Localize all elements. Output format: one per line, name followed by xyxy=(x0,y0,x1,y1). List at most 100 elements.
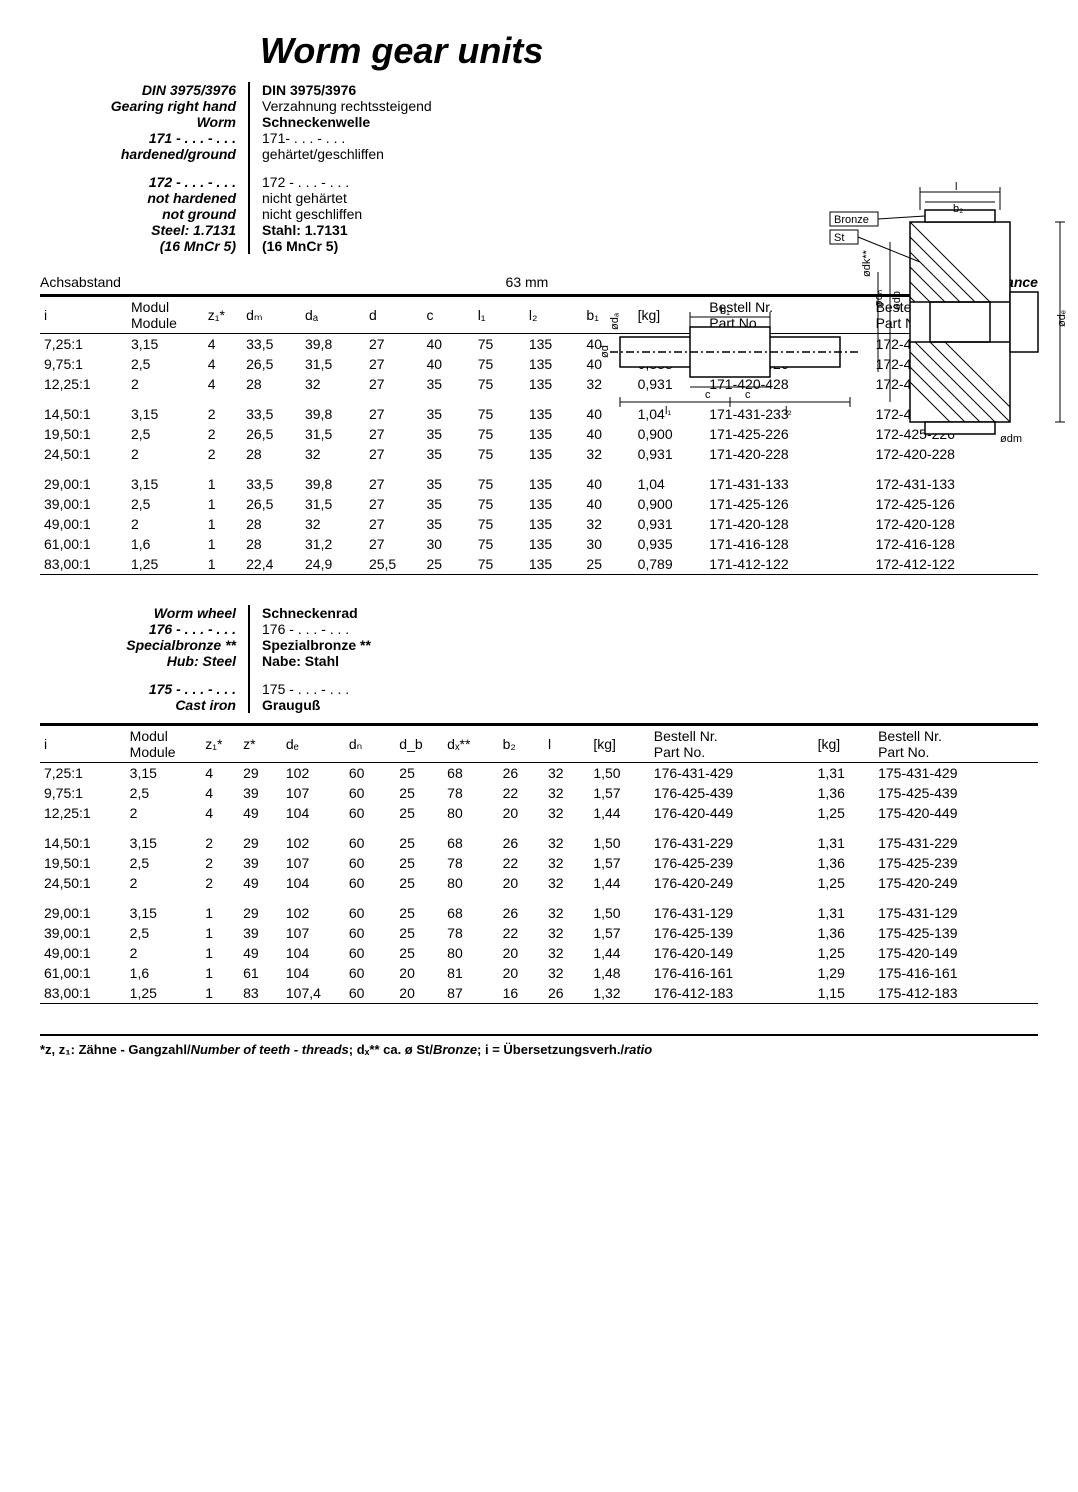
table-cell: 3,15 xyxy=(126,903,202,923)
table-cell: 60 xyxy=(345,873,395,893)
table-cell: 0,935 xyxy=(634,534,706,554)
table-cell: 32 xyxy=(301,444,365,464)
table-cell: 1,15 xyxy=(814,983,874,1004)
table-cell: 39,8 xyxy=(301,404,365,424)
num172-right: 172 - . . . - . . . xyxy=(262,174,500,190)
col-header: b₂ xyxy=(499,725,544,763)
table-cell: 32 xyxy=(544,833,589,853)
grauguss: Grauguß xyxy=(262,697,371,713)
table-cell: 171-412-122 xyxy=(705,554,871,575)
table-cell: 25 xyxy=(395,943,443,963)
col-header: c xyxy=(423,296,474,334)
table-cell: 16 xyxy=(499,983,544,1004)
table-cell: 75 xyxy=(474,424,525,444)
table-cell: 3,15 xyxy=(127,404,204,424)
section2-right: Schneckenrad 176 - . . . - . . . Spezial… xyxy=(250,605,371,713)
col-header: Bestell Nr.Part No. xyxy=(874,725,1038,763)
table-cell: 1,25 xyxy=(126,983,202,1004)
table-cell: 176-425-239 xyxy=(650,853,814,873)
table-cell: 32 xyxy=(544,763,589,784)
table-row: 61,00:11,616110460208120321,48176-416-16… xyxy=(40,963,1038,983)
table-cell: 25 xyxy=(395,853,443,873)
table-cell: 12,25:1 xyxy=(40,374,127,394)
table-cell: 35 xyxy=(423,404,474,424)
table-cell: 49 xyxy=(239,873,282,893)
table-cell: 26 xyxy=(544,983,589,1004)
table-cell: 25 xyxy=(582,554,633,575)
table-cell: 75 xyxy=(474,534,525,554)
table-cell: 7,25:1 xyxy=(40,334,127,355)
table-cell: 19,50:1 xyxy=(40,853,126,873)
table-cell: 33,5 xyxy=(242,474,301,494)
table-cell: 9,75:1 xyxy=(40,354,127,374)
table-cell: 1 xyxy=(204,534,242,554)
table-cell: 1 xyxy=(204,554,242,575)
page-title: Worm gear units xyxy=(260,30,1038,72)
table-cell: 83,00:1 xyxy=(40,554,127,575)
s2-num175-l: 175 - . . . - . . . xyxy=(110,681,236,697)
table-cell: 32 xyxy=(544,943,589,963)
table-cell: 1 xyxy=(204,494,242,514)
table-cell: 1,04 xyxy=(634,474,706,494)
label-l2: l₂ xyxy=(785,405,792,417)
table-cell: 107 xyxy=(282,923,345,943)
table-cell: 107,4 xyxy=(282,983,345,1004)
table-row: 49,00:1212832273575135320,931171-420-128… xyxy=(40,514,1038,534)
col-header: dₓ** xyxy=(443,725,498,763)
table-cell: 39 xyxy=(239,923,282,943)
table-cell: 2 xyxy=(126,873,202,893)
table-row: 61,00:11,612831,2273075135300,935171-416… xyxy=(40,534,1038,554)
table-cell: 75 xyxy=(474,354,525,374)
table-cell: 1,6 xyxy=(126,963,202,983)
table-cell: 1,36 xyxy=(814,923,874,943)
table-cell: 2 xyxy=(204,404,242,424)
table-cell: 176-425-139 xyxy=(650,923,814,943)
table-cell: 1,57 xyxy=(589,923,649,943)
table-cell: 176-431-429 xyxy=(650,763,814,784)
stahl: Stahl: 1.7131 xyxy=(262,222,500,238)
din-right: DIN 3975/3976 xyxy=(262,82,500,98)
table-cell: 32 xyxy=(544,873,589,893)
table-cell: 24,50:1 xyxy=(40,873,126,893)
table-cell: 60 xyxy=(345,983,395,1004)
table-cell: 2,5 xyxy=(126,853,202,873)
table-cell: 0,900 xyxy=(634,494,706,514)
table-cell: 1,50 xyxy=(589,763,649,784)
table-cell: 35 xyxy=(423,374,474,394)
worm-wheel: Worm wheel xyxy=(110,605,236,621)
label-l: l xyxy=(955,182,957,193)
spezialbronze: Spezialbronze ** xyxy=(262,637,371,653)
col-header: i xyxy=(40,296,127,334)
table-cell: 20 xyxy=(395,963,443,983)
table-cell: 4 xyxy=(204,354,242,374)
table-row: 19,50:12,523910760257822321,57176-425-23… xyxy=(40,853,1038,873)
axis-value: 63 mm xyxy=(506,274,549,290)
table-row: 7,25:13,1542910260256826321,50176-431-42… xyxy=(40,763,1038,784)
table-cell: 27 xyxy=(365,334,423,355)
table-cell: 175-431-429 xyxy=(874,763,1038,784)
table-cell: 175-431-129 xyxy=(874,903,1038,923)
table-cell: 0,931 xyxy=(634,514,706,534)
table-cell: 20 xyxy=(499,943,544,963)
table-cell: 32 xyxy=(544,923,589,943)
table-cell: 40 xyxy=(582,494,633,514)
label-oda: ødₐ xyxy=(609,312,621,330)
table-cell: 39,8 xyxy=(301,474,365,494)
table-cell: 35 xyxy=(423,474,474,494)
table-cell: 27 xyxy=(365,404,423,424)
table-cell: 60 xyxy=(345,783,395,803)
not-ground-left: not ground xyxy=(40,206,236,222)
col-header: dₙ xyxy=(345,725,395,763)
table-cell: 22 xyxy=(499,853,544,873)
table-row: 24,50:1224910460258020321,44176-420-2491… xyxy=(40,873,1038,893)
s2-num176-r: 176 - . . . - . . . xyxy=(262,621,371,637)
table-cell: 29,00:1 xyxy=(40,474,127,494)
table-row: 9,75:12,543910760257822321,57176-425-439… xyxy=(40,783,1038,803)
table-cell: 32 xyxy=(544,853,589,873)
table-cell: 135 xyxy=(525,554,583,575)
fn-p3: ; dₓ** ca. ø St/ xyxy=(349,1042,433,1057)
table-cell: 39,00:1 xyxy=(40,923,126,943)
table-cell: 176-412-183 xyxy=(650,983,814,1004)
table-cell: 29,00:1 xyxy=(40,903,126,923)
table-row: 29,00:13,15133,539,8273575135401,04171-4… xyxy=(40,474,1038,494)
